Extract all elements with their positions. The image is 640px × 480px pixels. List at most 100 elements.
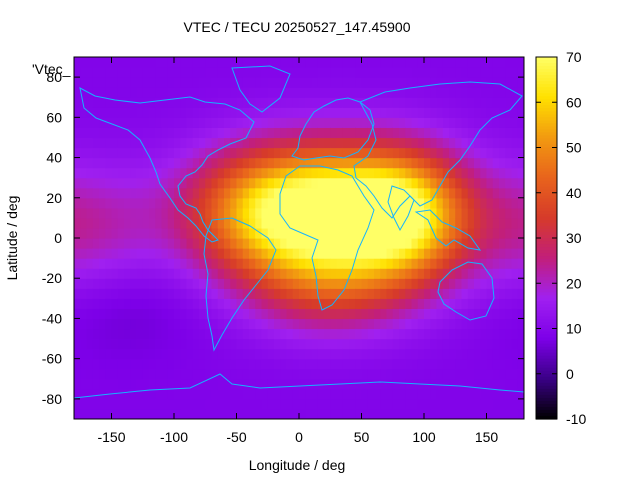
heatmap-cell (192, 197, 200, 209)
heatmap-cell (255, 378, 263, 390)
heatmap-cell (261, 408, 269, 419)
heatmap-cell (249, 358, 256, 370)
colorbar-tick-label: -10 (566, 411, 586, 427)
heatmap-cell (355, 298, 363, 309)
heatmap-cell (374, 197, 381, 209)
heatmap-cell (311, 207, 319, 219)
heatmap-cell (205, 258, 213, 269)
heatmap-cell (480, 187, 488, 199)
heatmap-cell (305, 207, 313, 219)
heatmap-cell (174, 358, 181, 370)
heatmap-cell (280, 238, 288, 249)
heatmap-cell (505, 378, 513, 390)
heatmap-cell (255, 97, 263, 108)
heatmap-cell (511, 157, 519, 169)
heatmap-cell (380, 57, 388, 68)
heatmap-cell (199, 368, 206, 380)
heatmap-cell (305, 378, 313, 390)
heatmap-cell (292, 127, 300, 139)
heatmap-cell (205, 147, 213, 159)
heatmap-cell (105, 207, 113, 219)
heatmap-cell (205, 288, 213, 299)
heatmap-cell (386, 207, 394, 219)
heatmap-cell (186, 238, 194, 249)
heatmap-cell (236, 167, 244, 179)
heatmap-cell (180, 197, 188, 209)
heatmap-cell (342, 288, 350, 299)
colorbar-segment (536, 241, 557, 245)
heatmap-cell (80, 137, 88, 149)
heatmap-cell (136, 227, 144, 239)
colorbar-segment (536, 403, 557, 408)
heatmap-cell (130, 127, 138, 139)
heatmap-cell (417, 238, 425, 249)
heatmap-cell (374, 97, 381, 108)
heatmap-cell (461, 207, 469, 219)
colorbar-segment (536, 313, 557, 318)
x-tick-label: -50 (226, 429, 246, 445)
heatmap-cell (386, 127, 394, 139)
heatmap-cell (417, 258, 425, 269)
heatmap-cell (355, 358, 363, 370)
heatmap-cell (261, 87, 269, 98)
heatmap-cell (342, 368, 350, 380)
heatmap-cell (399, 378, 406, 390)
heatmap-cell (274, 157, 281, 169)
colorbar-segment (536, 120, 557, 124)
heatmap-cell (217, 288, 225, 299)
heatmap-cell (224, 288, 231, 299)
heatmap-cell (417, 107, 425, 118)
heatmap-cell (92, 97, 100, 108)
heatmap-cell (492, 348, 500, 360)
heatmap-cell (411, 107, 419, 118)
heatmap-cell (149, 207, 156, 219)
heatmap-cell (474, 167, 481, 179)
heatmap-cell (449, 308, 456, 320)
heatmap-cell (192, 187, 200, 199)
heatmap-cell (86, 308, 94, 320)
heatmap-cell (274, 328, 281, 340)
heatmap-cell (442, 77, 450, 88)
heatmap-cell (411, 338, 419, 350)
heatmap-cell (199, 207, 206, 219)
heatmap-cell (211, 328, 219, 340)
heatmap-cell (92, 308, 100, 320)
heatmap-cell (399, 107, 406, 118)
heatmap-cell (342, 238, 350, 249)
heatmap-cell (130, 147, 138, 159)
heatmap-cell (430, 398, 438, 410)
heatmap-cell (374, 127, 381, 139)
heatmap-cell (324, 227, 331, 239)
heatmap-cell (299, 398, 306, 410)
heatmap-cell (499, 328, 506, 340)
heatmap-cell (92, 157, 100, 169)
heatmap-cell (136, 348, 144, 360)
heatmap-cell (430, 187, 438, 199)
heatmap-cell (324, 308, 331, 320)
heatmap-cell (224, 248, 231, 259)
heatmap-cell (274, 248, 281, 259)
heatmap-cell (242, 408, 250, 419)
heatmap-cell (336, 248, 344, 259)
heatmap-cell (361, 207, 369, 219)
heatmap-cell (292, 217, 300, 229)
heatmap-cell (267, 167, 275, 179)
heatmap-cell (317, 288, 325, 299)
heatmap-cell (242, 328, 250, 340)
heatmap-cell (74, 137, 81, 149)
heatmap-cell (205, 217, 213, 229)
heatmap-cell (492, 177, 500, 189)
heatmap-cell (399, 298, 406, 309)
heatmap-cell (274, 227, 281, 239)
heatmap-cell (211, 298, 219, 309)
heatmap-cell (411, 117, 419, 128)
x-tick-label: -150 (97, 429, 125, 445)
heatmap-cell (455, 268, 463, 279)
heatmap-cell (174, 408, 181, 419)
colorbar-segment (536, 168, 557, 173)
heatmap-cell (299, 97, 306, 108)
heatmap-cell (255, 207, 263, 219)
heatmap-cell (86, 258, 94, 269)
heatmap-cell (511, 388, 519, 400)
colorbar-segment (536, 388, 557, 393)
